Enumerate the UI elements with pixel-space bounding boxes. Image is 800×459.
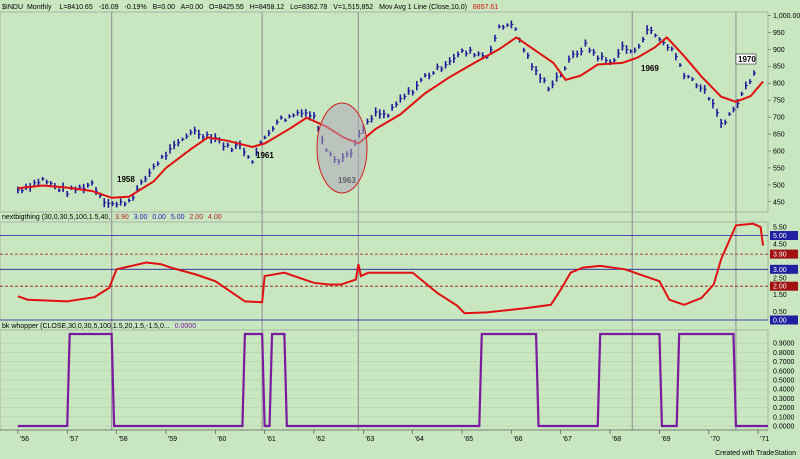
nbt-marker-box-0	[770, 231, 798, 241]
annotation-1969: 1969	[641, 64, 659, 73]
whopper-y-axis: 0.0000 0.1000 0.2000 0.3000 0.4000 0.5000 0.60…	[0, 341, 795, 431]
price-tick-label-6: 750	[773, 98, 785, 105]
nbt-marker-label-2: 3.00	[773, 267, 787, 274]
whopper-tick-label-3: 0.3000	[773, 396, 795, 403]
x-tick-label-8: '64	[415, 436, 424, 443]
bid-value: B=0.00	[153, 4, 175, 11]
nbt-marker-box-4	[770, 315, 798, 325]
price-change: -16.09	[99, 4, 119, 11]
credit-text: Created with TradeStation	[715, 450, 796, 457]
annotation-1958: 1958	[117, 175, 135, 184]
x-tick-label-3: '59	[168, 436, 177, 443]
whopper-tick-label-8: 0.8000	[773, 350, 795, 357]
whopper-tick-label-7: 0.7000	[773, 359, 795, 366]
nbt-label-value-1: 3.90	[115, 214, 129, 221]
nbt-label-value-5: 2.00	[189, 214, 203, 221]
ma-value: 8857.61	[473, 4, 498, 11]
nbt-label-value-2: 3.00	[134, 214, 148, 221]
x-tick-label-10: '66	[513, 436, 522, 443]
nbt-label-value-4: 5.00	[171, 214, 185, 221]
whopper-tick-label-6: 0.6000	[773, 368, 795, 375]
price-panel	[0, 11, 769, 213]
x-tick-label-0: '56	[20, 436, 29, 443]
nbt-label: nextbigthing (30,0,30,5,100,1.5,40, 3.90…	[2, 214, 222, 221]
price-tick-label-11: 1,000.00	[773, 13, 800, 20]
indicator-label: Mov Avg 1 Line (Close,10,0)	[379, 4, 467, 11]
symbol-label: $INDU	[2, 4, 23, 11]
price-tick-label-2: 550	[773, 165, 785, 172]
volume-value: V=1,515,852	[333, 4, 373, 11]
x-tick-label-15: '71	[760, 436, 769, 443]
nbt-tick-label-9: 5.50	[773, 225, 787, 232]
x-tick-label-2: '58	[119, 436, 128, 443]
whopper-label-text: bk whopper (CLOSE,30,0,30,5,100,1.5,20,1…	[2, 323, 170, 330]
nbt-tick-label-1: 0.50	[773, 309, 787, 316]
nbt-marker-label-4: 0.00	[773, 318, 787, 325]
moving-average	[17, 36, 764, 199]
ask-value: A=0.00	[181, 4, 203, 11]
x-tick-label-11: '67	[563, 436, 572, 443]
nbt-marker-box-2	[770, 264, 798, 274]
last-price: L=8410.65	[59, 4, 92, 11]
price-tick-label-10: 950	[773, 30, 785, 37]
high-value: H=8458.12	[250, 4, 285, 11]
nbt-tick-label-2: 1.50	[773, 292, 787, 299]
x-tick-label-1: '57	[69, 436, 78, 443]
price-tick-label-7: 800	[773, 81, 785, 88]
price-tick-label-9: 900	[773, 47, 785, 54]
price-y-axis: 450 500 550 600 650 700 750 800 850 900 950 1,000.0…	[768, 13, 800, 206]
price-tick-label-8: 850	[773, 64, 785, 71]
nbt-marker-label-0: 5.00	[773, 233, 787, 240]
x-tick-label-13: '69	[661, 436, 670, 443]
x-tick-label-4: '60	[217, 436, 226, 443]
price-tick-label-4: 650	[773, 132, 785, 139]
highlight-ellipse-1963	[316, 102, 368, 194]
interval-label: Monthly	[27, 4, 52, 11]
nbt-marker-label-1: 3.90	[773, 252, 787, 259]
price-tick-label-5: 700	[773, 115, 785, 122]
chart-title-bar: $INDU Monthly L=8410.65 -16.09 -0.19% B=…	[2, 4, 498, 11]
x-tick-label-9: '65	[464, 436, 473, 443]
whopper-tick-label-1: 0.1000	[773, 414, 795, 421]
price-tick-label-1: 500	[773, 182, 785, 189]
price-tick-label-3: 600	[773, 148, 785, 155]
nbt-label-value-3: 0.00	[152, 214, 166, 221]
nbt-marker-box-1	[770, 249, 798, 259]
whopper-tick-label-5: 0.5000	[773, 378, 795, 385]
nbt-y-axis: 0.00 0.50 1.502.00 2.503.00 3.90 4.505.005.50…	[0, 225, 798, 325]
whopper-tick-label-2: 0.2000	[773, 405, 795, 412]
nbt-tick-label-7: 4.50	[773, 241, 787, 248]
x-axis: '56 '57 '58 '59 '60 '61 '62 '63 '64 '65 '66 '67 '68 '…	[0, 429, 769, 443]
annotation-1970: 1970	[738, 55, 756, 64]
x-tick-label-5: '61	[267, 436, 276, 443]
whopper-label: bk whopper (CLOSE,30,0,30,5,100,1.5,20,1…	[2, 323, 196, 330]
whopper-tick-label-4: 0.4000	[773, 387, 795, 394]
nbt-series-line	[17, 222, 765, 315]
nbt-marker-box-3	[770, 281, 798, 291]
x-tick-label-7: '63	[365, 436, 374, 443]
x-tick-label-6: '62	[316, 436, 325, 443]
whopper-line	[17, 332, 768, 428]
ma-line	[17, 36, 764, 199]
nbt-label-text: nextbigthing (30,0,30,5,100,1.5,40,	[2, 214, 110, 221]
price-change-pct: -0.19%	[125, 4, 147, 11]
annotation-box-1970	[735, 53, 757, 65]
low-value: Lo=8362.78	[290, 4, 327, 11]
x-tick-label-12: '68	[612, 436, 621, 443]
x-tick-label-14: '70	[711, 436, 720, 443]
nbt-marker-label-3: 2.00	[773, 284, 787, 291]
nbt-line	[17, 222, 765, 315]
price-tick-label-0: 450	[773, 199, 785, 206]
whopper-series-line	[17, 332, 768, 428]
whopper-tick-label-0: 0.0000	[773, 424, 795, 431]
whopper-label-value: 0.0000	[175, 323, 197, 330]
open-value: O=8425.55	[209, 4, 244, 11]
annotation-1961: 1961	[256, 151, 274, 160]
whopper-tick-label-9: 0.9000	[773, 341, 795, 348]
nbt-tick-label-4: 2.50	[773, 275, 787, 282]
nbt-label-value-6: 4.00	[208, 214, 222, 221]
